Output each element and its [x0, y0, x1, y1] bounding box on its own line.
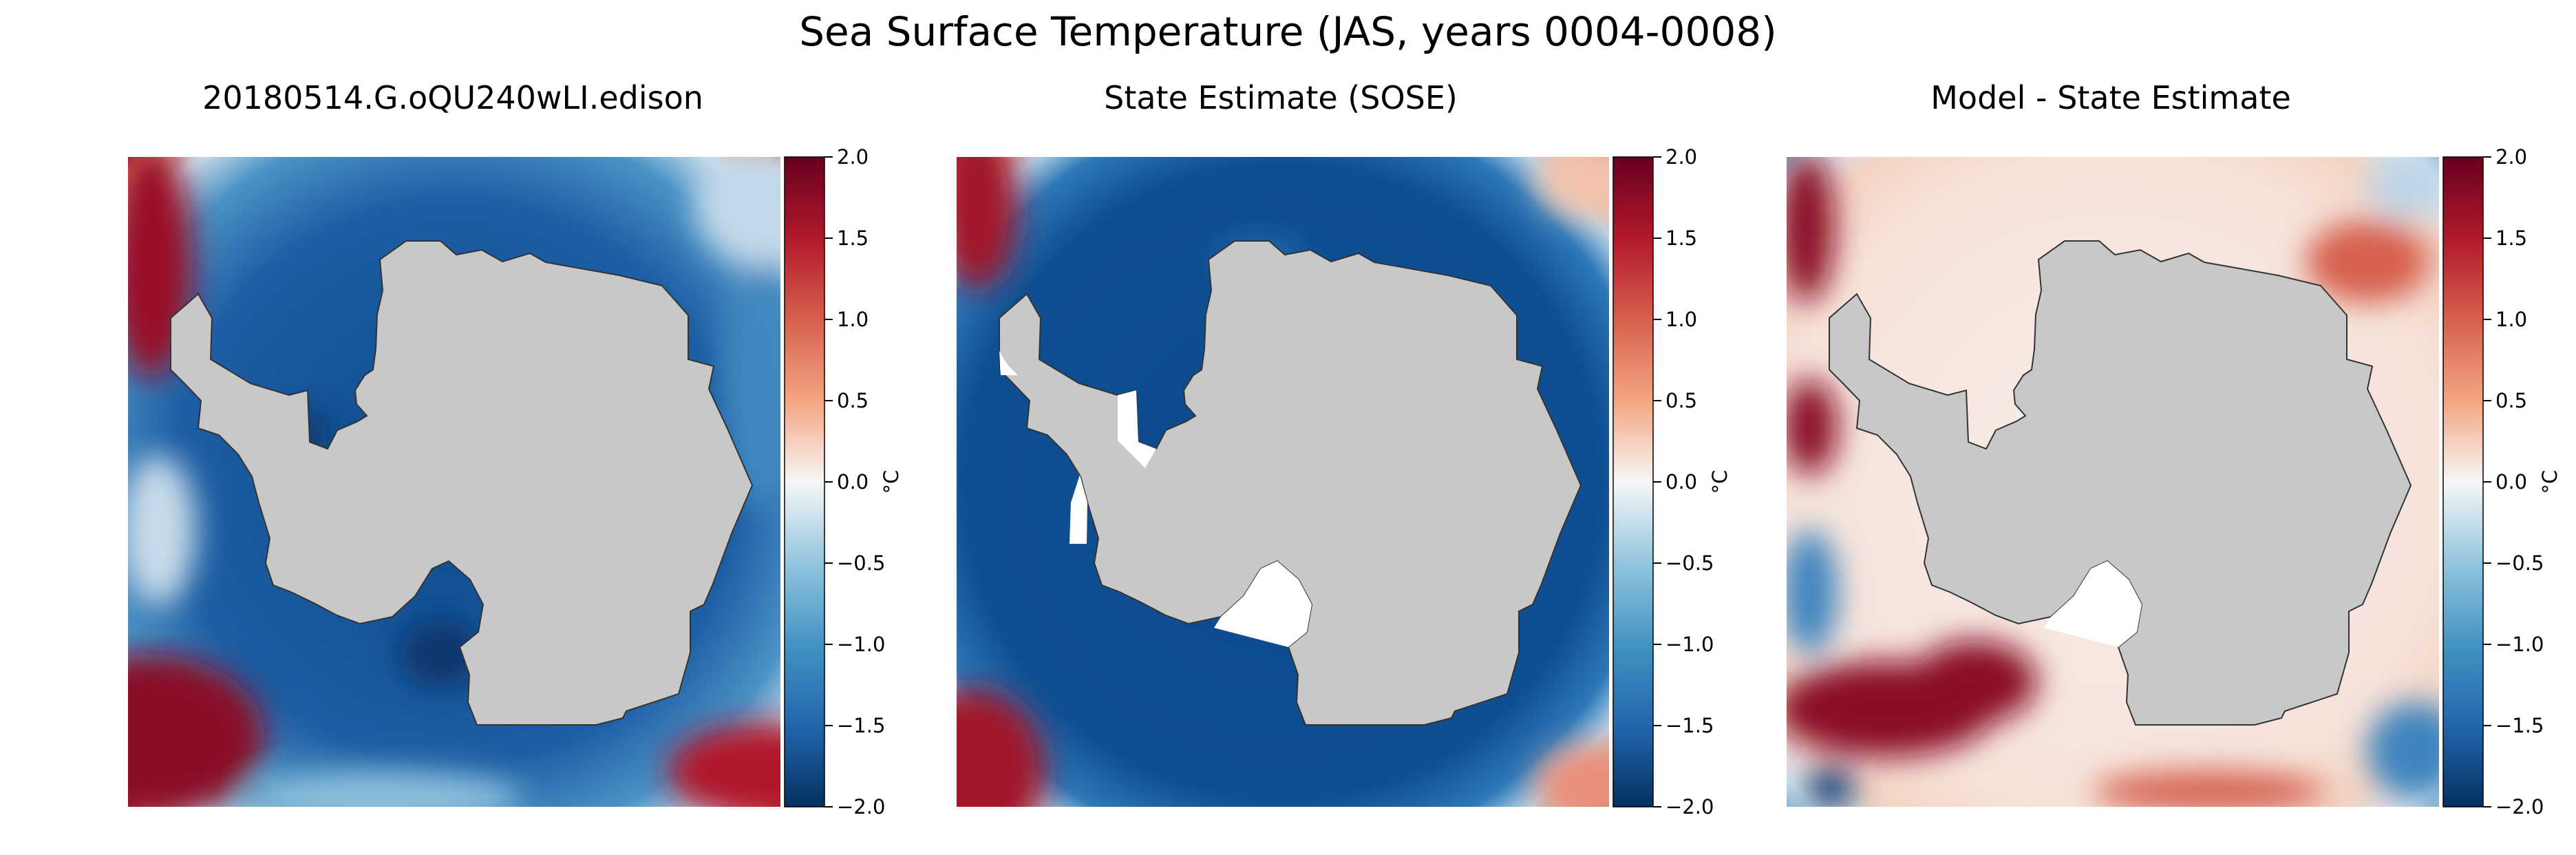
colorbar-unit-sose: °C — [1708, 470, 1732, 494]
colorbar-tick-label: −1.5 — [837, 714, 885, 737]
panel-title-sose: State Estimate (SOSE) — [1104, 79, 1458, 116]
colorbar-tick-label: 0.0 — [1665, 470, 1697, 494]
colorbar-tick-label: −1.0 — [1665, 633, 1714, 656]
colorbar-model — [784, 156, 825, 807]
colorbar-tick-label: −1.0 — [837, 633, 885, 656]
colorbar-tick-label: 0.5 — [1665, 389, 1697, 412]
colorbar-tick-label: 1.0 — [837, 308, 869, 331]
colorbar-ticks-model: 2.0 1.5 1.0 0.5 0.0 −0.5 −1.0 −1.5 −2.0 — [824, 145, 885, 819]
map-panel-difference — [1787, 157, 2439, 807]
colorbar-tick-label: 1.0 — [1665, 308, 1697, 331]
colorbar-tick-label: −0.5 — [2495, 551, 2544, 575]
colorbar-tick-label: −2.0 — [1665, 795, 1714, 819]
colorbar-tick-label: 1.5 — [837, 226, 869, 250]
colorbar-unit-difference: °C — [2538, 470, 2562, 494]
colorbar-tick-label: −1.0 — [2495, 633, 2544, 656]
colorbar-tick-label: 0.5 — [837, 389, 869, 412]
colorbar-tick-label: 2.0 — [837, 145, 869, 169]
colorbar-unit-model: °C — [880, 470, 903, 494]
colorbar-tick-label: −0.5 — [1665, 551, 1714, 575]
colorbar-tick-label: 1.5 — [2495, 226, 2527, 250]
colorbar-tick-label: 1.5 — [1665, 226, 1697, 250]
figure-title: Sea Surface Temperature (JAS, years 0004… — [799, 8, 1777, 55]
panel-title-model: 20180514.G.oQU240wLI.edison — [202, 79, 703, 116]
panel-title-difference: Model - State Estimate — [1930, 79, 2291, 116]
colorbar-tick-label: 0.5 — [2495, 389, 2527, 412]
map-panel-model — [128, 157, 780, 807]
colorbar-difference — [2442, 156, 2484, 807]
colorbar-tick-label: 2.0 — [1665, 145, 1697, 169]
colorbar-tick-label: 0.0 — [837, 470, 869, 494]
colorbar-tick-label: −2.0 — [837, 795, 885, 819]
colorbar-tick-label: −1.5 — [2495, 714, 2544, 737]
colorbar-tick-label: −2.0 — [2495, 795, 2544, 819]
map-panel-sose — [957, 157, 1609, 807]
colorbar-tick-label: 2.0 — [2495, 145, 2527, 169]
colorbar-tick-label: −0.5 — [837, 551, 885, 575]
colorbar-ticks-sose: 2.0 1.5 1.0 0.5 0.0 −0.5 −1.0 −1.5 −2.0 — [1653, 145, 1714, 819]
colorbar-ticks-difference: 2.0 1.5 1.0 0.5 0.0 −0.5 −1.0 −1.5 −2.0 — [2483, 145, 2544, 819]
colorbar-tick-label: −1.5 — [1665, 714, 1714, 737]
colorbar-tick-label: 1.0 — [2495, 308, 2527, 331]
colorbar-sose — [1612, 156, 1654, 807]
colorbar-tick-label: 0.0 — [2495, 470, 2527, 494]
